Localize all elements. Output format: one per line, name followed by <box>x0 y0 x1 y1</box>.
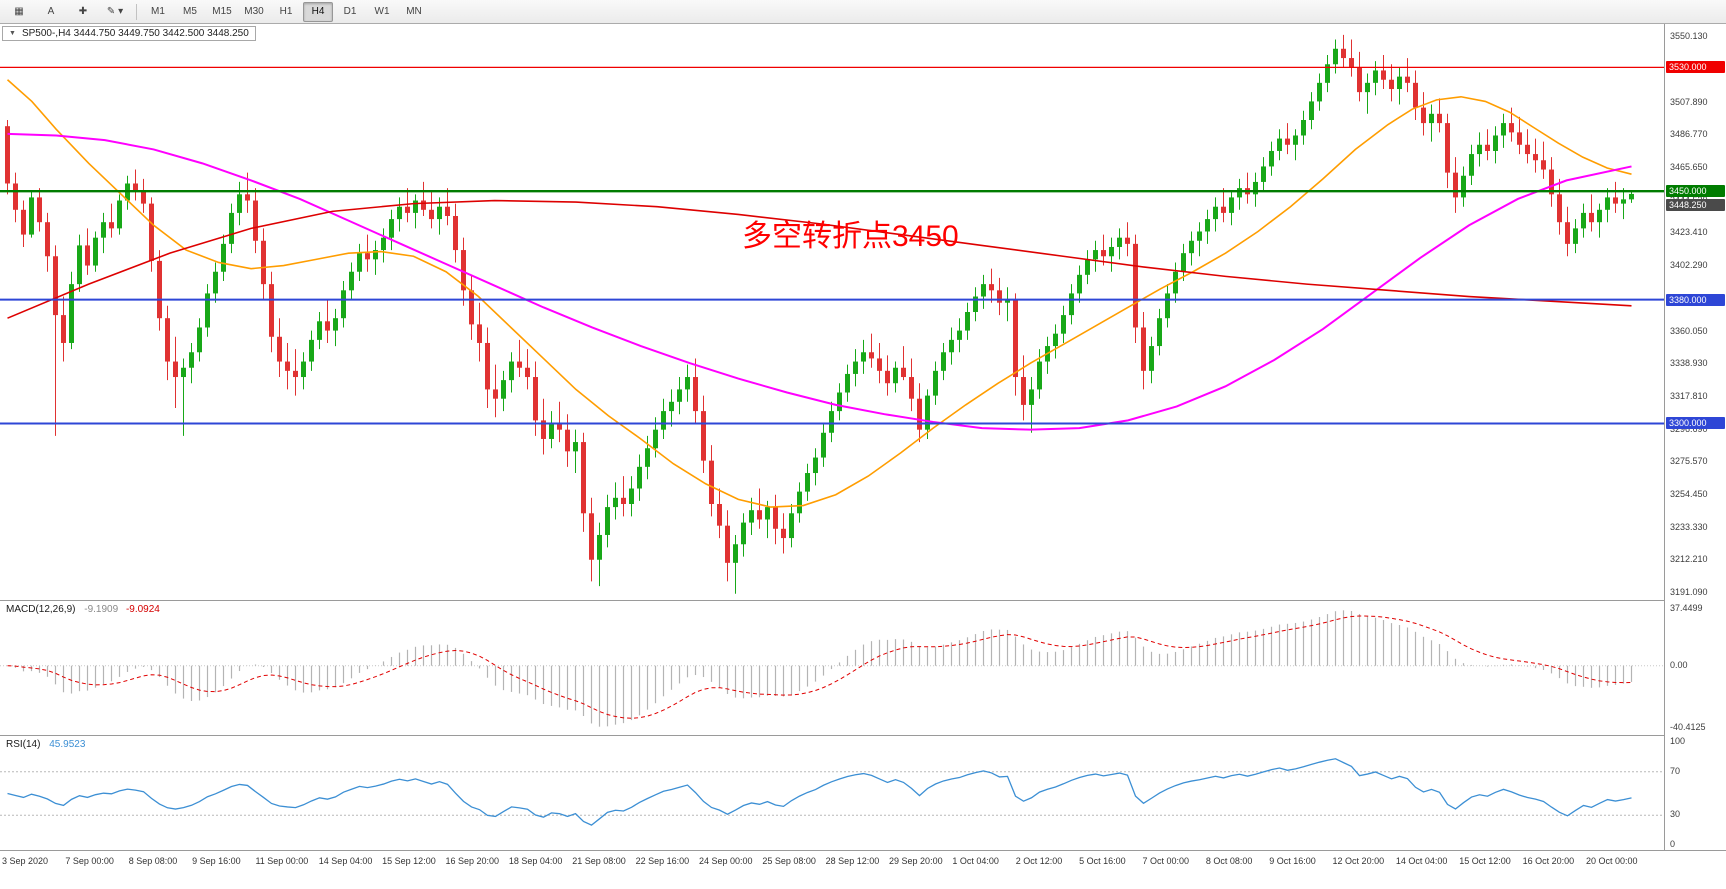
price-scale-label: 3360.050 <box>1670 325 1708 336</box>
candlestick-plot <box>0 34 1664 594</box>
price-scale[interactable]: 3550.1303507.8903486.7703465.6503444.530… <box>1664 24 1726 850</box>
timeframe-button-h1[interactable]: H1 <box>279 6 293 17</box>
text-tool-button[interactable]: A <box>47 6 55 17</box>
rsi-scale-label: 70 <box>1670 765 1681 776</box>
time-axis-label: 7 Sep 00:00 <box>65 856 114 866</box>
time-axis-label: 16 Sep 20:00 <box>445 856 500 866</box>
price-scale-label: 3212.210 <box>1670 554 1708 565</box>
charts-grid-button[interactable]: ▦ <box>14 6 24 17</box>
timeframe-button-m1[interactable]: M1 <box>151 6 165 17</box>
time-axis-label: 3 Sep 2020 <box>2 856 49 866</box>
macd-scale-label: 0.00 <box>1670 659 1688 670</box>
time-axis-label: 9 Sep 16:00 <box>192 856 241 866</box>
rsi-plot <box>0 758 1664 826</box>
price-tag-3530.000: 3530.000 <box>1666 61 1725 74</box>
price-scale-label: 3402.290 <box>1670 260 1708 271</box>
time-axis-label: 16 Oct 20:00 <box>1522 856 1575 866</box>
timeframe-button-d1[interactable]: D1 <box>343 6 357 17</box>
timeframe-button-m15[interactable]: M15 <box>212 6 232 17</box>
time-axis-label: 12 Oct 20:00 <box>1332 856 1385 866</box>
time-axis-label: 14 Oct 04:00 <box>1395 856 1448 866</box>
toolbar-separator <box>136 3 137 20</box>
rsi-scale-label: 30 <box>1670 809 1681 820</box>
ma-mid-magenta <box>7 132 1632 431</box>
time-axis-label: 25 Sep 08:00 <box>762 856 816 866</box>
price-scale-label: 3233.330 <box>1670 521 1708 532</box>
timeframe-button-mn[interactable]: MN <box>406 6 422 17</box>
time-axis-label: 8 Sep 08:00 <box>128 856 178 866</box>
time-axis-label: 29 Sep 20:00 <box>889 856 943 866</box>
macd-scale-label: 37.4499 <box>1670 603 1703 613</box>
macd-histogram <box>14 610 1633 727</box>
time-axis-label: 2 Oct 12:00 <box>1015 856 1063 866</box>
time-axis-label: 7 Oct 00:00 <box>1142 856 1189 866</box>
price-scale-label: 3550.130 <box>1670 31 1708 42</box>
time-axis-label: 5 Oct 16:00 <box>1079 856 1126 866</box>
price-scale-label: 3317.810 <box>1670 390 1708 401</box>
rsi-title: RSI(14) <box>6 739 41 750</box>
rsi-scale-label: 100 <box>1670 736 1686 746</box>
price-scale-label: 3254.450 <box>1670 489 1708 499</box>
chart-annotation-text[interactable]: 多空转折点3450 <box>742 220 959 253</box>
price-tag-3300.000: 3300.000 <box>1666 417 1725 430</box>
time-axis-label: 18 Sep 04:00 <box>508 856 563 866</box>
macd-signal-line <box>7 615 1632 719</box>
collapse-chevron-icon[interactable]: ▼ <box>9 30 16 37</box>
timeframe-button-m30[interactable]: M30 <box>244 6 264 17</box>
macd-indicator-panel[interactable]: MACD(12,26,9) -9.1909 -9.0924 <box>0 600 1664 736</box>
timeframe-button-m5[interactable]: M5 <box>183 6 197 17</box>
timeframe-button-w1[interactable]: W1 <box>374 6 390 17</box>
time-axis-label: 14 Sep 04:00 <box>318 856 373 866</box>
price-scale-label: 3338.930 <box>1670 358 1708 369</box>
crosshair-tool-button[interactable]: ✚ <box>78 6 88 17</box>
time-axis-label: 1 Oct 04:00 <box>952 856 999 866</box>
rsi-value: 45.9523 <box>49 739 86 750</box>
time-axis-label: 15 Sep 12:00 <box>382 856 436 866</box>
time-axis-label: 22 Sep 16:00 <box>635 856 690 866</box>
macd-header: MACD(12,26,9) -9.1909 -9.0924 <box>6 604 160 615</box>
toolbar: ▦ A ✚ ✎ ▾ M1 M5 M15 M30 H1 H4 D1 W1 MN <box>0 0 1726 24</box>
time-axis-label: 11 Sep 00:00 <box>255 856 309 866</box>
price-scale-label: 3507.890 <box>1670 96 1708 107</box>
timeframe-button-h4[interactable]: H4 <box>303 1 333 22</box>
macd-value-main: -9.1909 <box>84 604 119 615</box>
rsi-indicator-panel[interactable]: RSI(14) 45.9523 <box>0 735 1664 851</box>
drawing-tools-button[interactable]: ✎ ▾ <box>106 6 124 17</box>
time-axis-label: 24 Sep 00:00 <box>698 856 753 866</box>
candles-group <box>5 34 1634 594</box>
macd-title: MACD(12,26,9) <box>6 604 76 615</box>
main-price-chart[interactable]: ▼ SP500-,H4 3444.750 3449.750 3442.500 3… <box>0 24 1664 600</box>
price-scale-label: 3465.650 <box>1670 161 1708 172</box>
price-scale-label: 3191.090 <box>1670 587 1708 598</box>
rsi-scale-label: 0 <box>1670 839 1676 849</box>
symbol-ohlc-text: SP500-,H4 3444.750 3449.750 3442.500 344… <box>21 28 249 39</box>
time-axis-label: 15 Oct 12:00 <box>1459 856 1511 866</box>
time-axis-label: 21 Sep 08:00 <box>572 856 626 866</box>
time-axis[interactable]: 3 Sep 2020 7 Sep 00:00 8 Sep 08:00 9 Sep 16… <box>0 850 1726 875</box>
ma-fast-orange <box>6 79 1632 508</box>
ma-slow-red <box>7 199 1632 319</box>
price-tag-3380.000: 3380.000 <box>1666 293 1725 306</box>
macd-value-signal: -9.0924 <box>125 604 160 615</box>
price-scale-label: 3275.570 <box>1670 456 1708 467</box>
rsi-line <box>7 758 1632 826</box>
time-axis-label: 9 Oct 16:00 <box>1269 856 1316 866</box>
macd-plot <box>0 610 1664 727</box>
price-tag-3450.000: 3450.000 <box>1666 185 1725 198</box>
rsi-header: RSI(14) 45.9523 <box>6 739 85 750</box>
macd-scale-label: -40.4125 <box>1670 722 1706 732</box>
symbol-info-box[interactable]: ▼ SP500-,H4 3444.750 3449.750 3442.500 3… <box>2 26 256 41</box>
price-scale-label: 3423.410 <box>1670 227 1708 238</box>
time-axis-label: 20 Oct 00:00 <box>1586 856 1638 866</box>
time-axis-label: 28 Sep 12:00 <box>825 856 880 866</box>
time-axis-label: 8 Oct 08:00 <box>1205 856 1253 866</box>
price-scale-label: 3486.770 <box>1670 129 1708 140</box>
current-price-tag: 3448.250 <box>1666 198 1725 211</box>
